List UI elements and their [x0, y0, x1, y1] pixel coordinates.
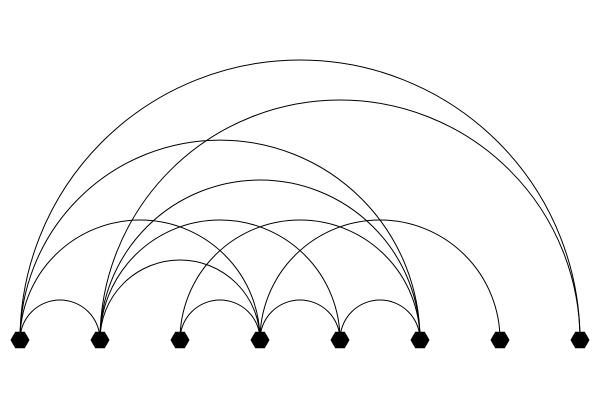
- edge-1-3: [99, 259, 261, 341]
- node-7: [570, 331, 590, 349]
- edge-1-5: [99, 179, 421, 341]
- edge-1-7: [99, 99, 581, 341]
- edge-0-5: [19, 139, 421, 341]
- node-1: [90, 331, 110, 349]
- edge-1-4: [99, 219, 341, 341]
- edge-0-3: [19, 219, 261, 341]
- edge-2-5: [179, 219, 421, 341]
- edges-layer: [19, 59, 581, 341]
- edge-4-5: [339, 299, 421, 341]
- node-3: [250, 331, 270, 349]
- edge-3-4: [259, 299, 341, 341]
- edge-3-6: [259, 219, 501, 341]
- nodes-layer: [10, 331, 590, 349]
- node-6: [490, 331, 510, 349]
- node-0: [10, 331, 30, 349]
- edge-2-3: [179, 299, 261, 341]
- node-5: [410, 331, 430, 349]
- edge-0-7: [19, 59, 581, 341]
- node-4: [330, 331, 350, 349]
- edge-0-1: [19, 299, 101, 341]
- node-2: [170, 331, 190, 349]
